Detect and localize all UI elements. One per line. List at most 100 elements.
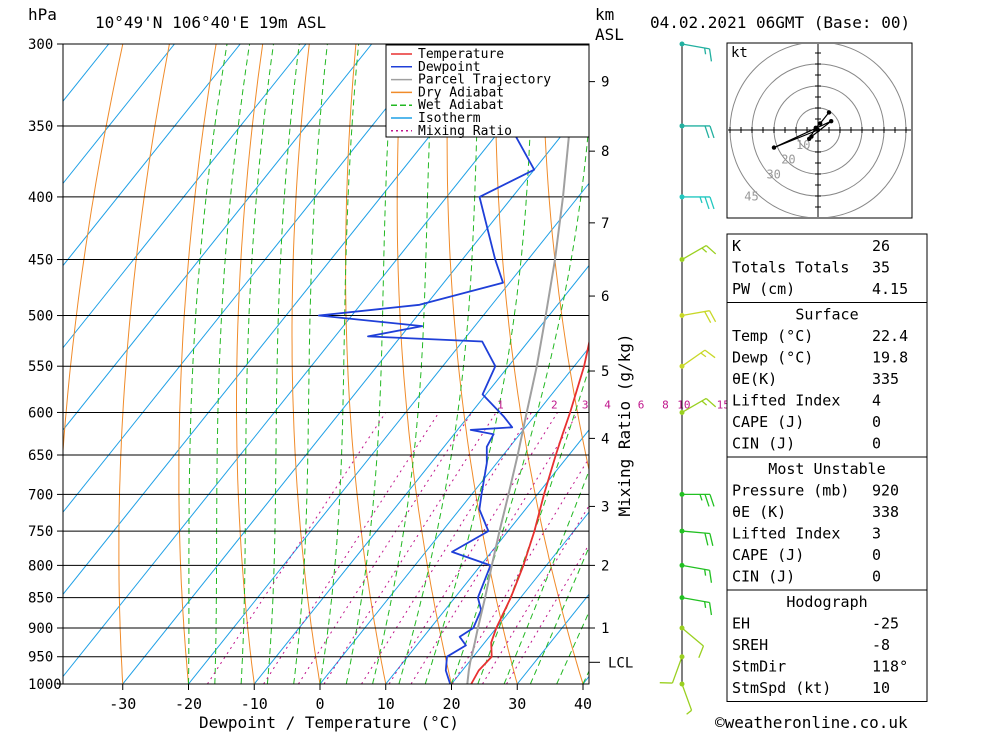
hodograph-row-label: SREH: [732, 636, 768, 654]
height-tick-label: 2: [601, 558, 609, 574]
temperature-tick-label: 0: [315, 695, 324, 713]
general-row-value: 26: [872, 237, 890, 255]
surface-row-value: 22.4: [872, 327, 908, 345]
height-tick-label: 1: [601, 621, 609, 637]
wind-barb-half-flag: [687, 710, 692, 714]
mixing-ratio-label: 10: [677, 398, 690, 411]
hodograph-ring-label: 45: [744, 190, 758, 204]
surface-row-label: Lifted Index: [732, 392, 840, 410]
hodograph-row-value: 118°: [872, 658, 908, 676]
temperature-tick-label: 20: [442, 695, 460, 713]
wind-barb-half-flag: [701, 353, 706, 357]
wind-barb-flag: [710, 534, 713, 546]
height-tick-label: 6: [601, 289, 609, 305]
dry-adiabat-line: [397, 44, 451, 684]
most-unstable-row-value: 0: [872, 568, 881, 586]
wind-barb-shaft: [682, 246, 706, 260]
wet-adiabat-line: [294, 44, 328, 684]
wind-barb-flag: [705, 494, 709, 506]
wind-barb-flag: [710, 126, 714, 138]
height-tick-label: 3: [601, 499, 609, 515]
dry-adiabat-line: [119, 44, 169, 684]
dry-adiabat-line: [346, 44, 386, 684]
pressure-tick-label: 700: [28, 487, 53, 503]
wind-barb-flag: [705, 533, 708, 545]
most-unstable-row-value: 3: [872, 525, 881, 543]
temperature-tick-label: -30: [109, 695, 136, 713]
general-row-label: K: [732, 237, 741, 255]
hodograph-point: [829, 119, 833, 123]
surface-row-label: CAPE (J): [732, 413, 804, 431]
hodograph-row-label: EH: [732, 615, 750, 633]
pressure-tick-label: 800: [28, 558, 53, 574]
mixing-ratio-line: [298, 413, 471, 685]
mixing-ratio-label: 3: [582, 398, 589, 411]
wind-barb-flag: [710, 570, 712, 583]
chart-axes: 3003504004505005506006507007508008509009…: [28, 37, 633, 713]
pressure-tick-label: 1000: [28, 677, 62, 693]
height-tick-label: 7: [601, 216, 609, 232]
x-axis-label: Dewpoint / Temperature (°C): [199, 713, 459, 732]
mixing-ratio-line: [362, 413, 532, 685]
isotherm-line: [123, 44, 635, 684]
surface-row-label: CIN (J): [732, 435, 795, 453]
sounding-series: [319, 44, 609, 684]
mixing-ratio-label: 4: [604, 398, 611, 411]
hodograph-point: [809, 134, 813, 138]
pressure-tick-label: 350: [28, 119, 53, 135]
wind-profile: [660, 42, 716, 715]
lcl-label: LCL: [608, 655, 633, 671]
wind-barb-flag: [710, 197, 714, 209]
height-reference: ASL: [595, 25, 624, 44]
wind-barb-half-flag: [705, 48, 706, 54]
wind-barb-flag: [710, 311, 716, 322]
surface-row-value: 0: [872, 413, 881, 431]
mixing-ratio-line: [207, 413, 385, 685]
wind-barb-half-flag: [705, 602, 706, 608]
most-unstable-row-value: 338: [872, 503, 899, 521]
wind-barb-shaft: [682, 350, 705, 366]
wind-barb-flag: [699, 646, 704, 658]
legend-label: Mixing Ratio: [418, 124, 512, 139]
surface-row-value: 0: [872, 435, 881, 453]
isotherm-line: [57, 44, 569, 684]
wind-barb-shaft: [682, 44, 710, 49]
datetime-title: 04.02.2021 06GMT (Base: 00): [650, 13, 910, 32]
pressure-tick-label: 450: [28, 253, 53, 269]
dry-adiabat-line: [179, 44, 216, 684]
wet-adiabat-line: [346, 44, 393, 684]
hodograph-point: [816, 128, 820, 132]
pressure-tick-label: 600: [28, 405, 53, 421]
surface-row-value: 19.8: [872, 349, 908, 367]
wet-adiabat-line: [399, 44, 480, 684]
temperature-tick-label: 30: [508, 695, 526, 713]
temperature-tick-label: 10: [377, 695, 395, 713]
most-unstable-row-value: 920: [872, 482, 899, 500]
isotherm-line: [0, 44, 175, 684]
general-row-label: PW (cm): [732, 280, 795, 298]
hodograph-header: Hodograph: [786, 593, 867, 611]
wet-adiabat-line: [189, 44, 228, 684]
isotherm-line: [254, 44, 766, 684]
surface-header: Surface: [795, 306, 858, 324]
mixing-ratio-label: 6: [638, 398, 645, 411]
wind-barb-flag: [710, 602, 712, 615]
most-unstable-row-label: θE (K): [732, 503, 786, 521]
location-title: 10°49'N 106°40'E 19m ASL: [95, 13, 326, 32]
hodograph-ring-label: 30: [766, 167, 780, 181]
hodograph-row-label: StmSpd (kt): [732, 679, 831, 697]
hodograph-row-label: StmDir: [732, 658, 786, 676]
most-unstable-row-label: CAPE (J): [732, 546, 804, 564]
pressure-tick-label: 950: [28, 650, 53, 666]
pressure-tick-label: 300: [28, 37, 53, 53]
surface-row-label: Dewp (°C): [732, 349, 813, 367]
mixing-ratio-label: 8: [662, 398, 669, 411]
hodograph-row-value: -25: [872, 615, 899, 633]
wind-barb-half-flag: [700, 197, 702, 203]
mixing-ratio-label: 2: [551, 398, 558, 411]
most-unstable-row-label: Lifted Index: [732, 525, 840, 543]
surface-row-value: 4: [872, 392, 881, 410]
pressure-tick-label: 650: [28, 448, 53, 464]
